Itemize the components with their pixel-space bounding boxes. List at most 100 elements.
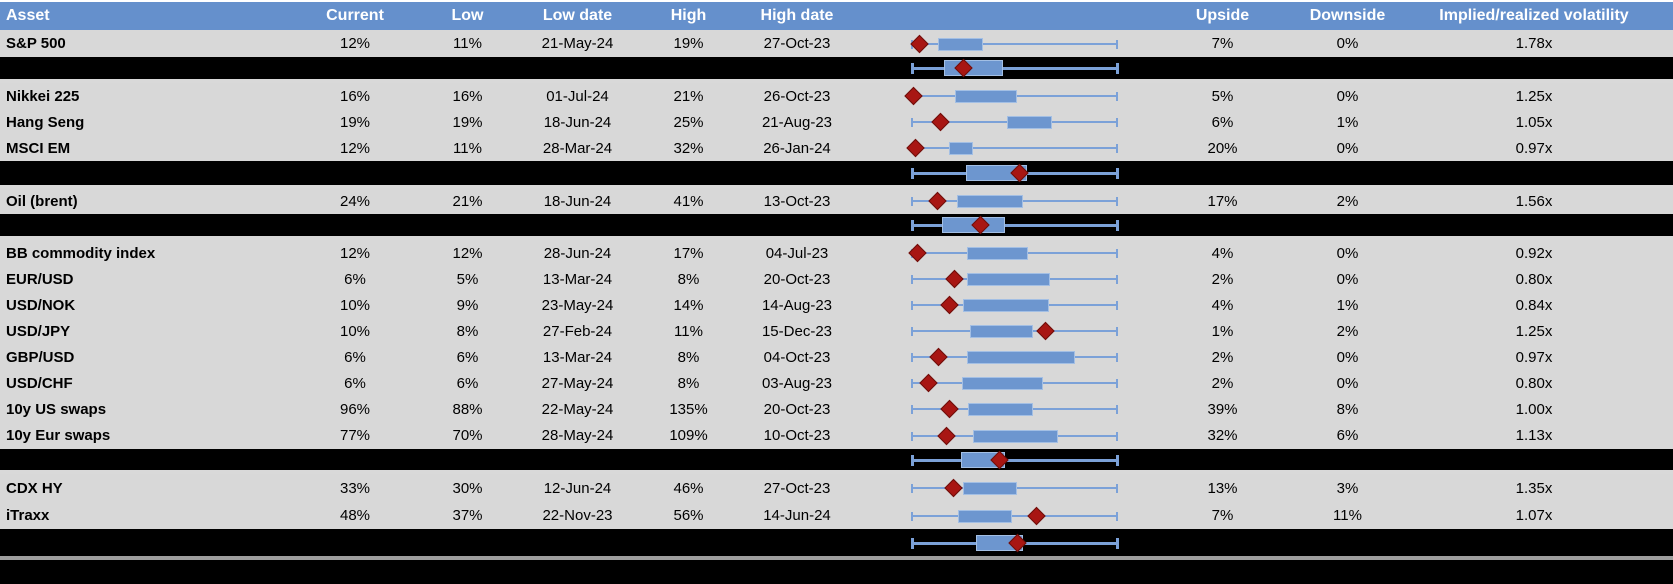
header-high[interactable]: High: [670, 7, 707, 24]
cell-implied[interactable]: 1.25x: [1515, 87, 1553, 105]
cell-upside[interactable]: 32%: [1207, 427, 1238, 444]
cell-low_date[interactable]: 21-May-24: [541, 35, 614, 52]
cell-high_date[interactable]: 13-Oct-23: [763, 192, 831, 210]
cell-low[interactable]: 16%: [452, 87, 483, 105]
cell-high[interactable]: 8%: [677, 270, 700, 288]
cell-high[interactable]: 46%: [673, 479, 704, 497]
cell-current[interactable]: 48%: [339, 507, 371, 524]
cell-downside[interactable]: 0%: [1336, 348, 1359, 366]
header-asset[interactable]: Asset: [6, 7, 50, 24]
cell-high[interactable]: 56%: [673, 507, 704, 524]
cell-upside[interactable]: 2%: [1211, 348, 1234, 366]
cell-downside[interactable]: 2%: [1336, 192, 1359, 210]
header-upside[interactable]: Upside: [1195, 7, 1250, 24]
cell-implied[interactable]: 1.56x: [1515, 192, 1553, 210]
cell-low[interactable]: 21%: [452, 192, 483, 210]
cell-high[interactable]: 135%: [669, 400, 708, 418]
cell-downside[interactable]: 0%: [1336, 270, 1359, 288]
cell-high[interactable]: 109%: [669, 427, 708, 444]
cell-asset[interactable]: GBP/USD: [6, 348, 75, 366]
cell-low[interactable]: 5%: [456, 270, 479, 288]
header-low[interactable]: Low: [451, 7, 484, 24]
cell-high[interactable]: 25%: [673, 113, 704, 131]
cell-asset[interactable]: USD/JPY: [6, 322, 71, 340]
cell-high_date[interactable]: 26-Oct-23: [763, 87, 831, 105]
cell-low_date[interactable]: 28-Jun-24: [543, 244, 612, 262]
cell-downside[interactable]: 2%: [1336, 322, 1359, 340]
cell-asset[interactable]: USD/CHF: [6, 374, 73, 392]
cell-low_date[interactable]: 27-May-24: [541, 374, 614, 392]
cell-implied[interactable]: 0.80x: [1515, 270, 1553, 288]
cell-low[interactable]: 19%: [452, 113, 483, 131]
cell-upside[interactable]: 13%: [1207, 479, 1238, 497]
cell-upside[interactable]: 17%: [1207, 192, 1238, 210]
cell-implied[interactable]: 1.00x: [1515, 400, 1553, 418]
cell-low_date[interactable]: 22-May-24: [541, 400, 614, 418]
cell-implied[interactable]: 1.07x: [1515, 507, 1553, 524]
cell-upside[interactable]: 5%: [1211, 87, 1234, 105]
cell-upside[interactable]: 2%: [1211, 270, 1234, 288]
cell-low_date[interactable]: 12-Jun-24: [543, 479, 612, 497]
cell-high[interactable]: 21%: [673, 87, 704, 105]
cell-low[interactable]: 70%: [452, 427, 483, 444]
cell-asset[interactable]: BB commodity index: [6, 244, 156, 262]
cell-upside[interactable]: 2%: [1211, 374, 1234, 392]
cell-implied[interactable]: 0.80x: [1515, 374, 1553, 392]
cell-current[interactable]: 96%: [339, 400, 371, 418]
cell-low[interactable]: 8%: [456, 322, 479, 340]
cell-low[interactable]: 37%: [452, 507, 483, 524]
cell-downside[interactable]: 6%: [1336, 427, 1359, 444]
cell-implied[interactable]: 0.84x: [1515, 296, 1553, 314]
cell-asset[interactable]: EUR/USD: [6, 270, 74, 288]
cell-low_date[interactable]: 18-Jun-24: [543, 192, 612, 210]
cell-asset[interactable]: CDX HY: [6, 479, 63, 497]
cell-current[interactable]: 6%: [344, 374, 366, 392]
cell-high_date[interactable]: 04-Jul-23: [765, 244, 829, 262]
cell-low[interactable]: 11%: [453, 139, 482, 157]
cell-high[interactable]: 41%: [673, 192, 704, 210]
cell-downside[interactable]: 0%: [1336, 244, 1359, 262]
cell-upside[interactable]: 4%: [1211, 296, 1234, 314]
cell-high_date[interactable]: 10-Oct-23: [763, 427, 831, 444]
cell-low[interactable]: 30%: [452, 479, 483, 497]
cell-high_date[interactable]: 15-Dec-23: [761, 322, 833, 340]
cell-low[interactable]: 88%: [452, 400, 483, 418]
cell-low_date[interactable]: 22-Nov-23: [542, 507, 613, 524]
cell-current[interactable]: 19%: [339, 113, 371, 131]
cell-downside[interactable]: 1%: [1336, 296, 1359, 314]
cell-high_date[interactable]: 04-Oct-23: [763, 348, 831, 366]
cell-low_date[interactable]: 23-May-24: [541, 296, 614, 314]
cell-current[interactable]: 16%: [339, 87, 371, 105]
cell-asset[interactable]: Oil (brent): [6, 192, 78, 210]
cell-asset[interactable]: iTraxx: [6, 507, 50, 524]
cell-downside[interactable]: 11%: [1333, 507, 1362, 524]
cell-current[interactable]: 12%: [339, 35, 371, 52]
cell-upside[interactable]: 6%: [1211, 113, 1234, 131]
cell-downside[interactable]: 1%: [1336, 113, 1359, 131]
cell-low_date[interactable]: 27-Feb-24: [542, 322, 613, 340]
cell-high_date[interactable]: 14-Jun-24: [763, 507, 831, 524]
cell-asset[interactable]: Hang Seng: [6, 113, 85, 131]
cell-high[interactable]: 14%: [673, 296, 704, 314]
cell-high_date[interactable]: 21-Aug-23: [761, 113, 833, 131]
cell-low_date[interactable]: 28-May-24: [541, 427, 614, 444]
cell-asset[interactable]: Nikkei 225: [6, 87, 80, 105]
cell-current[interactable]: 10%: [339, 322, 371, 340]
cell-low[interactable]: 12%: [452, 244, 483, 262]
cell-low_date[interactable]: 13-Mar-24: [542, 348, 613, 366]
header-downside[interactable]: Downside: [1309, 7, 1386, 24]
header-low_date[interactable]: Low date: [542, 7, 613, 24]
cell-current[interactable]: 6%: [344, 270, 366, 288]
cell-low_date[interactable]: 13-Mar-24: [542, 270, 613, 288]
cell-downside[interactable]: 3%: [1336, 479, 1359, 497]
cell-low_date[interactable]: 18-Jun-24: [543, 113, 612, 131]
cell-downside[interactable]: 0%: [1336, 35, 1359, 52]
cell-low_date[interactable]: 28-Mar-24: [542, 139, 613, 157]
cell-asset[interactable]: USD/NOK: [6, 296, 76, 314]
cell-high_date[interactable]: 27-Oct-23: [763, 479, 831, 497]
cell-low_date[interactable]: 01-Jul-24: [546, 87, 609, 105]
cell-downside[interactable]: 0%: [1336, 139, 1359, 157]
cell-high[interactable]: 19%: [673, 35, 704, 52]
cell-asset[interactable]: 10y Eur swaps: [6, 427, 111, 444]
cell-asset[interactable]: 10y US swaps: [6, 400, 107, 418]
